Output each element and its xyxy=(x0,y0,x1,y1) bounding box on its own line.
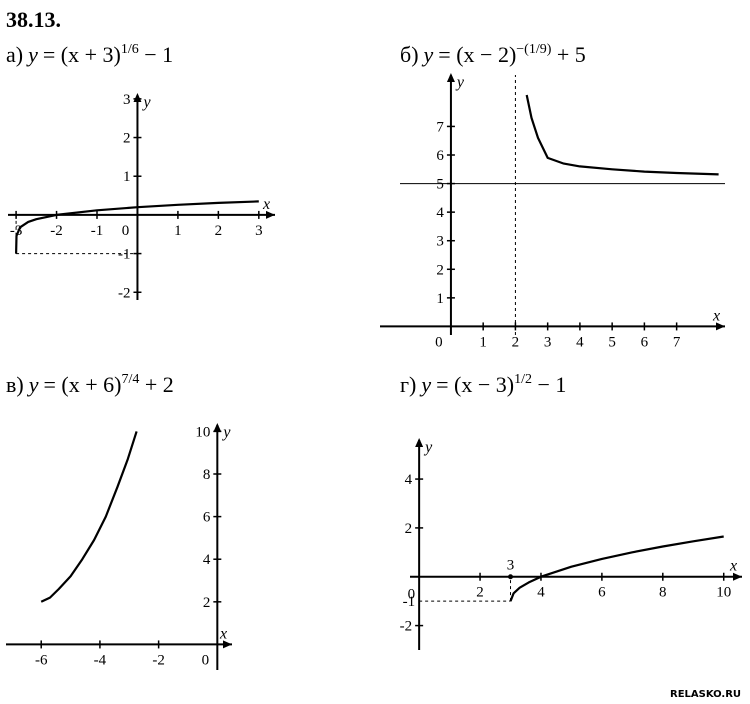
caption-tail: + 2 xyxy=(139,372,173,397)
x-axis-label: x xyxy=(262,196,270,213)
y-tick-label: 6 xyxy=(203,510,211,526)
x-axis-arrow xyxy=(223,640,232,649)
caption-body: = (x + 3) xyxy=(43,42,121,67)
y-tick-label: 2 xyxy=(123,131,131,147)
y-axis-label: y xyxy=(141,94,151,111)
y-tick-label: 2 xyxy=(203,595,211,611)
watermark: RELASKO.RU xyxy=(670,689,741,700)
y-axis-arrow xyxy=(133,93,142,102)
y-tick-label: 4 xyxy=(436,205,444,221)
caption-prefix: а) xyxy=(6,42,23,67)
y-axis-arrow xyxy=(446,73,455,82)
y-axis-label: y xyxy=(455,74,465,91)
y-tick-label: 4 xyxy=(405,472,413,488)
caption-tail: + 5 xyxy=(551,42,585,67)
caption-prefix: б) xyxy=(400,42,419,67)
caption-y: y xyxy=(27,372,39,397)
y-axis-arrow xyxy=(415,438,424,447)
x-tick-label: -4 xyxy=(94,652,107,668)
caption-body: = (x − 2) xyxy=(438,42,516,67)
x-tick-label: -2 xyxy=(50,223,63,239)
caption-y: y xyxy=(422,42,434,67)
x-axis-arrow xyxy=(733,572,742,581)
caption-body: = (x − 3) xyxy=(436,372,514,397)
y-tick-label: 1 xyxy=(436,291,444,307)
y-tick-label: 7 xyxy=(436,119,444,135)
x-tick-label: 2 xyxy=(512,334,520,350)
caption-exp: −(1/9) xyxy=(516,42,551,57)
caption-y: y xyxy=(419,372,431,397)
y-tick-label: -2 xyxy=(118,285,131,301)
function-curve xyxy=(509,535,724,602)
x-tick-label: 10 xyxy=(716,585,731,601)
x-tick-label: 8 xyxy=(659,585,667,601)
y-tick-label: 1 xyxy=(123,169,131,185)
x-tick-label: 0 xyxy=(435,334,443,350)
x-axis-label: x xyxy=(712,307,720,324)
y-tick-label: 4 xyxy=(203,552,211,568)
x-tick-label: 3 xyxy=(255,223,263,239)
origin-label: 0 xyxy=(408,587,416,603)
caption-tail: − 1 xyxy=(532,372,566,397)
problem-number: 38.13. xyxy=(6,7,61,32)
function-curve xyxy=(15,200,259,254)
x-axis-label: x xyxy=(729,558,737,575)
y-tick-label: 3 xyxy=(123,92,131,108)
x-tick-label: 2 xyxy=(215,223,223,239)
y-axis-label: y xyxy=(221,424,231,441)
panel-caption: б) y = (x − 2)−(1/9) + 5 xyxy=(400,42,586,67)
y-tick-label: 2 xyxy=(436,262,444,278)
x-axis-arrow xyxy=(266,210,275,219)
x-tick-label: 6 xyxy=(598,585,606,601)
x-three-label: 3 xyxy=(507,558,515,574)
x-tick-label: 4 xyxy=(537,585,545,601)
caption-exp: 7/4 xyxy=(121,372,139,387)
y-tick-label: 6 xyxy=(436,148,444,164)
x-tick-label: -2 xyxy=(152,652,165,668)
x-axis-label: x xyxy=(219,625,227,642)
function-curve xyxy=(525,94,719,176)
caption-exp: 1/2 xyxy=(514,372,532,387)
x-tick-label: 7 xyxy=(673,334,681,350)
minus-one-label: -1 xyxy=(403,594,416,610)
x-tick-label: 0 xyxy=(202,652,210,668)
y-axis-arrow xyxy=(213,423,222,432)
caption-prefix: в) xyxy=(6,372,24,397)
caption-tail: − 1 xyxy=(139,42,173,67)
caption-exp: 1/6 xyxy=(121,42,139,57)
panel-caption: г) y = (x − 3)1/2 − 1 xyxy=(400,372,566,397)
x-tick-label: 4 xyxy=(576,334,584,350)
y-tick-label: -2 xyxy=(400,619,413,635)
x-tick-label: 5 xyxy=(608,334,616,350)
plot-panels: а) y = (x + 3)1/6 − 1xy-3 -2 -1 0 1 2 3321-1-2б)… xyxy=(6,42,742,670)
y-tick-label: 3 xyxy=(436,234,444,250)
y-axis-label: y xyxy=(423,439,433,456)
function-curve xyxy=(40,431,138,603)
y-tick-label: 10 xyxy=(195,424,210,440)
caption-body: = (x + 6) xyxy=(43,372,121,397)
x-tick-label: 0 xyxy=(122,223,130,239)
caption-prefix: г) xyxy=(400,372,416,397)
x-tick-label: 1 xyxy=(479,334,487,350)
y-tick-label: -1 xyxy=(118,247,131,263)
x-tick-label: 6 xyxy=(641,334,649,350)
x-tick-label: 1 xyxy=(174,223,182,239)
x-tick-label: 3 xyxy=(544,334,552,350)
x-axis-arrow xyxy=(716,322,725,331)
y-tick-label: 5 xyxy=(436,177,444,193)
y-tick-label: 8 xyxy=(203,467,211,483)
panel-caption: а) y = (x + 3)1/6 − 1 xyxy=(6,42,173,67)
panel-caption: в) y = (x + 6)7/4 + 2 xyxy=(6,372,174,397)
x-tick-label: 2 xyxy=(476,585,484,601)
y-tick-label: 2 xyxy=(405,521,413,537)
x-tick-label: -6 xyxy=(35,652,48,668)
caption-y: y xyxy=(26,42,38,67)
x-tick-label: -1 xyxy=(91,223,104,239)
